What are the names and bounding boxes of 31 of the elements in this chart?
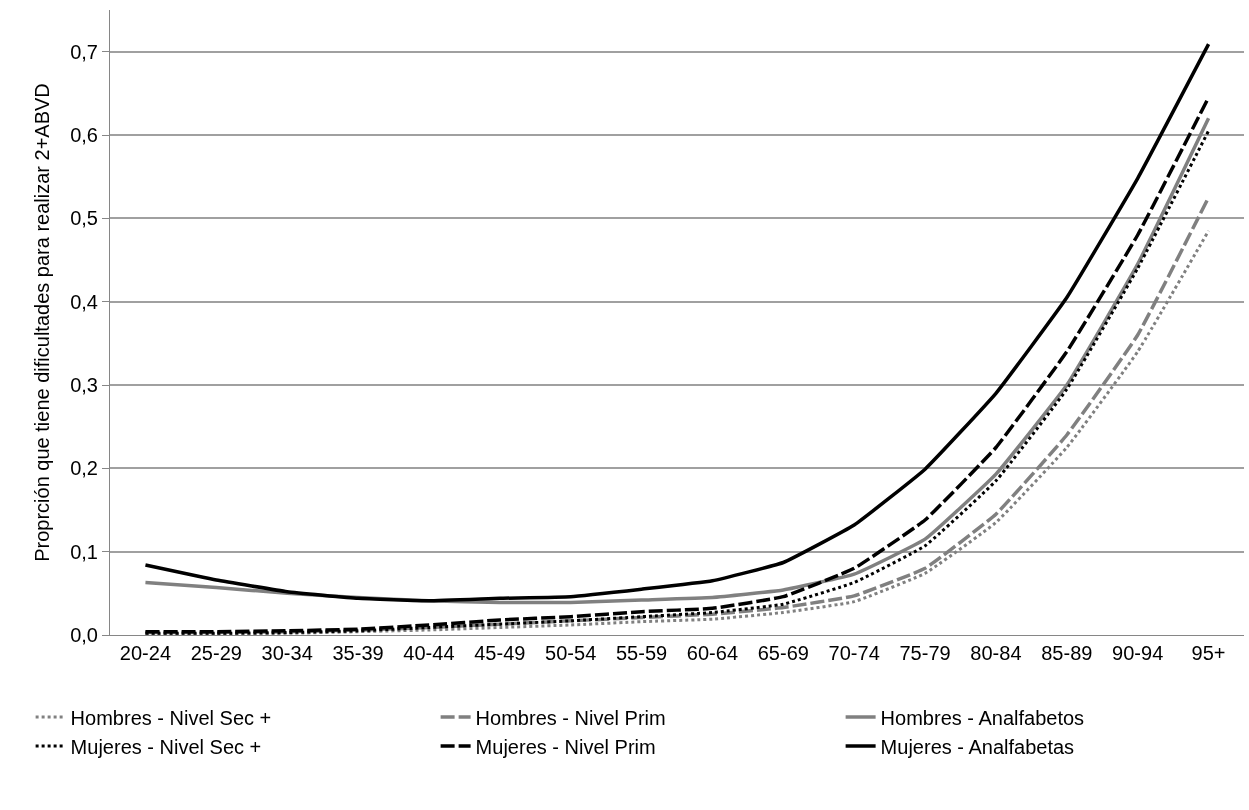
y-tick-label: 0,6: [70, 124, 98, 146]
x-tick-label: 20-24: [119, 642, 172, 664]
x-tick-label: 40-44: [403, 642, 455, 664]
legend-label: Mujeres - Analfabetas: [880, 735, 1075, 758]
x-tick-label: 75-79: [899, 642, 951, 664]
legend-label: Hombres - Nivel Prim: [475, 706, 666, 729]
x-tick-label: 35-39: [332, 642, 384, 664]
x-tick-label: 55-59: [615, 642, 668, 664]
y-tick-label: 0,2: [70, 457, 98, 480]
legend-label: Mujeres - Nivel Sec +: [70, 735, 262, 758]
x-tick-label: 70-74: [828, 642, 880, 664]
x-tick-label: 65-69: [757, 642, 809, 664]
y-tick-label: 0,3: [70, 374, 98, 396]
y-tick-label: 0,1: [70, 540, 98, 563]
x-tick-label: 50-54: [545, 642, 597, 664]
y-tick-label: 0,5: [70, 207, 98, 230]
x-tick-label: 95+: [1191, 642, 1226, 664]
y-tick-label: 0,7: [70, 40, 98, 63]
x-tick-label: 85-89: [1041, 642, 1093, 664]
x-tick-label: 90-94: [1112, 642, 1164, 664]
x-tick-label: 25-29: [190, 642, 242, 664]
x-tick-label: 30-34: [261, 642, 313, 664]
y-axis-title: Proprción que tiene dificultades para realizar 2+ABVD: [30, 83, 53, 562]
legend-label: Hombres - Nivel Sec +: [70, 706, 272, 729]
y-tick-label: 0,4: [70, 290, 98, 313]
x-tick-label: 80-84: [970, 642, 1022, 664]
x-tick-label: 45-49: [474, 642, 526, 664]
legend-label: Hombres - Analfabetos: [880, 706, 1085, 729]
legend-label: Mujeres - Nivel Prim: [475, 735, 656, 758]
x-tick-label: 60-64: [686, 642, 739, 664]
y-tick-label: 0,0: [70, 624, 98, 646]
